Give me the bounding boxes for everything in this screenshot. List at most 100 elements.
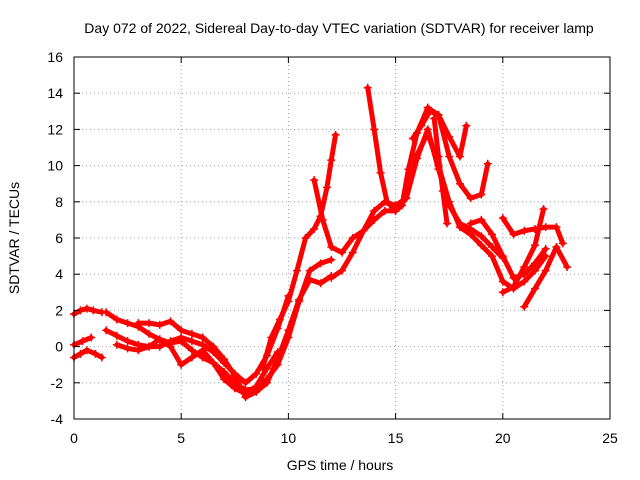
data-trace bbox=[277, 298, 291, 322]
data-trace bbox=[275, 327, 291, 362]
y-tick-label: 14 bbox=[47, 85, 63, 101]
data-trace bbox=[500, 253, 517, 281]
data-trace bbox=[360, 217, 377, 234]
series-sat-n bbox=[466, 215, 550, 282]
data-trace bbox=[521, 242, 538, 270]
data-trace bbox=[339, 235, 356, 255]
data-trace bbox=[478, 242, 495, 259]
data-point bbox=[541, 244, 550, 253]
y-tick-label: 0 bbox=[55, 339, 63, 355]
data-trace bbox=[328, 132, 339, 163]
data-trace bbox=[253, 365, 270, 389]
data-trace bbox=[410, 123, 424, 141]
y-axis-label: SDTVAR / TECUs bbox=[6, 182, 22, 294]
data-trace bbox=[311, 177, 326, 223]
data-trace bbox=[268, 316, 283, 341]
data-trace bbox=[414, 126, 431, 161]
data-trace bbox=[365, 85, 377, 132]
data-trace bbox=[468, 231, 484, 248]
data-trace bbox=[399, 166, 411, 208]
series-sat-c bbox=[70, 333, 96, 349]
data-trace bbox=[320, 217, 334, 250]
y-tick-label: 8 bbox=[55, 194, 63, 210]
data-trace bbox=[296, 277, 313, 303]
x-tick-label: 25 bbox=[602, 430, 618, 446]
x-tick-label: 20 bbox=[495, 430, 511, 446]
series-sat-h bbox=[258, 130, 340, 373]
data-trace bbox=[378, 170, 390, 205]
data-trace bbox=[371, 126, 384, 176]
data-trace bbox=[350, 228, 366, 255]
data-trace bbox=[457, 123, 469, 160]
data-trace bbox=[532, 206, 547, 248]
data-point bbox=[331, 130, 340, 139]
data-point bbox=[563, 262, 572, 271]
data-point bbox=[558, 239, 567, 248]
y-tick-label: 2 bbox=[55, 302, 63, 318]
x-tick-label: 5 bbox=[177, 430, 185, 446]
data-trace bbox=[431, 116, 441, 160]
data-trace bbox=[260, 335, 274, 371]
data-trace bbox=[210, 360, 227, 382]
data-trace bbox=[553, 244, 570, 270]
x-tick-label: 0 bbox=[70, 430, 78, 446]
data-trace bbox=[264, 356, 281, 386]
y-tick-label: 12 bbox=[47, 121, 63, 137]
data-trace bbox=[521, 268, 538, 284]
data-point bbox=[539, 205, 548, 214]
chart-title: Day 072 of 2022, Sidereal Day-to-day VTE… bbox=[84, 20, 594, 36]
data-trace bbox=[511, 264, 527, 290]
series-sat-b bbox=[70, 346, 106, 362]
data-trace bbox=[489, 253, 506, 284]
data-trace bbox=[324, 157, 334, 190]
data-trace bbox=[435, 112, 452, 140]
x-tick-label: 10 bbox=[281, 430, 297, 446]
data-trace bbox=[446, 202, 463, 227]
data-trace bbox=[478, 161, 491, 198]
data-trace bbox=[489, 231, 506, 259]
data-trace bbox=[435, 154, 446, 194]
data-trace bbox=[521, 286, 538, 310]
series-sat-p bbox=[498, 205, 548, 297]
data-trace bbox=[500, 215, 517, 237]
y-tick-label: -2 bbox=[51, 375, 64, 391]
x-axis-label: GPS time / hours bbox=[287, 457, 394, 473]
data-point bbox=[483, 159, 492, 168]
y-tick-label: 4 bbox=[55, 266, 63, 282]
data-trace bbox=[532, 253, 549, 274]
data-trace bbox=[167, 344, 184, 368]
series-sat-a bbox=[70, 304, 106, 319]
x-tick-label: 15 bbox=[388, 430, 404, 446]
data-trace bbox=[440, 188, 450, 227]
data-trace bbox=[294, 235, 309, 274]
series-sat-m bbox=[430, 114, 452, 228]
data-trace bbox=[403, 155, 420, 201]
y-tick-label: -4 bbox=[51, 411, 64, 427]
data-trace bbox=[285, 297, 302, 333]
data-trace bbox=[221, 369, 238, 386]
y-tick-label: 10 bbox=[47, 158, 63, 174]
y-tick-label: 6 bbox=[55, 230, 63, 246]
data-trace bbox=[521, 260, 538, 277]
data-points bbox=[70, 83, 572, 402]
data-point bbox=[97, 353, 106, 362]
data-trace bbox=[339, 249, 356, 274]
data-trace bbox=[553, 224, 566, 246]
data-trace bbox=[200, 347, 216, 366]
data-trace bbox=[446, 154, 463, 187]
series-sat-q bbox=[520, 243, 572, 311]
data-trace bbox=[264, 349, 281, 371]
data-trace bbox=[457, 181, 474, 201]
data-trace bbox=[532, 246, 549, 266]
series-sat-g bbox=[134, 272, 336, 402]
data-point bbox=[87, 333, 96, 342]
data-trace bbox=[221, 356, 238, 379]
axis-ticks: 0 5 10 15 20 25 -4 -2 0 2 4 6 8 10 12 14 16 bbox=[47, 49, 618, 446]
data-point bbox=[462, 121, 471, 130]
data-trace bbox=[543, 244, 559, 274]
data-trace bbox=[418, 108, 433, 129]
data-trace bbox=[285, 268, 300, 304]
data-point bbox=[443, 219, 452, 228]
